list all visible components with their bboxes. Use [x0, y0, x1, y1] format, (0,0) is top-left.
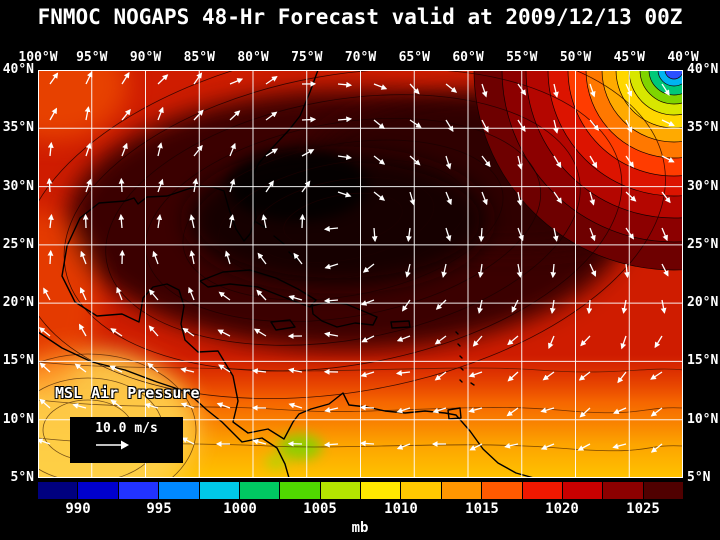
lat-tick-right: 30°N	[687, 179, 719, 194]
page-title: FNMOC NOGAPS 48-Hr Forecast valid at 200…	[37, 5, 683, 29]
colorbar-tick: 1010	[384, 501, 418, 517]
colorbar-cell	[118, 482, 160, 499]
lon-tick: 75°W	[291, 50, 323, 65]
lon-tick: 70°W	[344, 50, 377, 65]
lon-tick: 90°W	[129, 50, 162, 65]
isobar-contours	[20, 41, 666, 399]
colorbar-tick: 1005	[303, 501, 337, 517]
colorbar-cell	[78, 482, 119, 499]
lat-tick-right: 10°N	[687, 412, 719, 427]
colorbar-cell	[401, 482, 442, 499]
colorbar-tick: 1020	[545, 501, 579, 517]
lat-tick-left: 5°N	[10, 470, 34, 485]
lon-tick: 50°W	[559, 50, 592, 65]
lat-tick-left: 20°N	[2, 295, 34, 310]
lon-tick: 40°W	[667, 50, 699, 65]
colorbar-cell	[522, 482, 563, 499]
lat-tick-right: 20°N	[687, 295, 719, 310]
lon-tick: 55°W	[506, 50, 538, 65]
field-label: MSL Air Pressure	[55, 384, 200, 402]
lat-tick-right: 15°N	[687, 353, 719, 368]
lon-tick: 60°W	[452, 50, 484, 65]
map-border	[38, 70, 683, 478]
lat-tick-right: 40°N	[687, 62, 719, 77]
colorbar-tick: 1025	[626, 501, 660, 517]
colorbar-cell	[280, 482, 321, 499]
wind-scale-arrow-icon	[96, 440, 129, 450]
lon-tick: 80°W	[237, 50, 269, 65]
wind-scale-legend: 10.0 m/s	[70, 417, 183, 463]
colorbar-cell	[562, 482, 604, 499]
lat-tick-left: 40°N	[2, 62, 34, 77]
colorbar-cell	[441, 482, 483, 499]
colorbar-cell	[320, 482, 361, 499]
colorbar-unit-label: mb	[351, 520, 369, 536]
lat-tick-left: 25°N	[2, 237, 34, 252]
wind-scale-label: 10.0 m/s	[95, 421, 158, 436]
lat-tick-left: 30°N	[2, 179, 34, 194]
wind-vectors	[36, 71, 675, 453]
lon-tick: 65°W	[398, 50, 430, 65]
lat-tick-right: 25°N	[687, 237, 719, 252]
colorbar-cell	[159, 482, 200, 499]
lon-tick: 95°W	[76, 50, 108, 65]
lon-tick: 85°W	[183, 50, 215, 65]
colorbar-tick: 1000	[223, 501, 257, 517]
lon-tick: 45°W	[613, 50, 645, 65]
colorbar-cell	[643, 482, 683, 499]
colorbar-cell	[38, 482, 79, 499]
colorbar	[38, 482, 683, 499]
colorbar-cell	[482, 482, 523, 499]
colorbar-cell	[361, 482, 402, 499]
lat-tick-left: 15°N	[2, 353, 34, 368]
colorbar-tick: 1015	[465, 501, 499, 517]
lon-tick: 100°W	[18, 50, 58, 65]
lat-tick-right: 5°N	[687, 470, 711, 485]
lat-tick-left: 35°N	[2, 120, 34, 135]
colorbar-cell	[239, 482, 281, 499]
lat-tick-left: 10°N	[2, 412, 34, 427]
colorbar-cell	[603, 482, 644, 499]
colorbar-tick: 995	[146, 501, 172, 517]
colorbar-cell	[199, 482, 240, 499]
colorbar-tick: 990	[65, 501, 91, 517]
lat-tick-right: 35°N	[687, 120, 719, 135]
